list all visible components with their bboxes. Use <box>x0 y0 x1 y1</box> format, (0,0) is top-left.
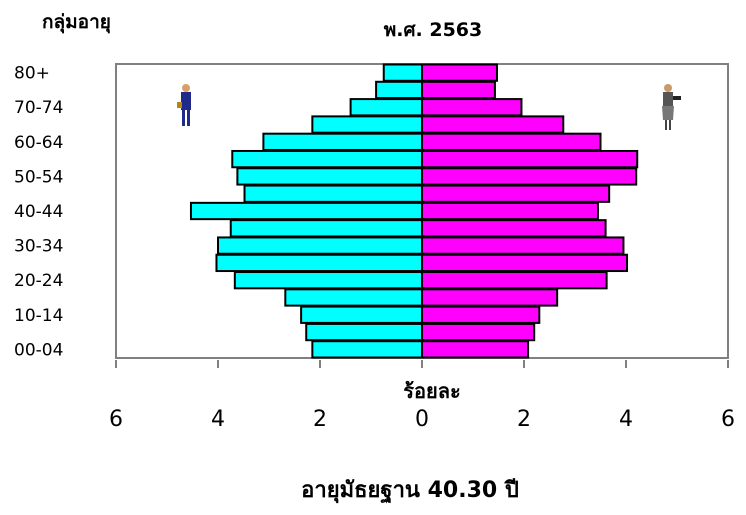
right-bar-00-04 <box>421 340 530 359</box>
right-bar-80+ <box>421 63 498 82</box>
left-bar-15-19 <box>284 288 423 307</box>
right-bar-60-64 <box>421 132 602 151</box>
left-bar-20-24 <box>233 271 423 290</box>
right-bar-45-49 <box>421 184 611 203</box>
y-tick-label: 80+ <box>14 64 50 84</box>
left-bar-25-29 <box>215 253 423 273</box>
left-bar-05-09 <box>305 322 424 342</box>
chart-title: พ.ศ. 2563 <box>384 19 483 41</box>
y-tick-label: 10-14 <box>14 306 63 326</box>
right-bar-05-09 <box>421 322 536 342</box>
left-bar-35-39 <box>229 219 423 238</box>
right-bar-55-59 <box>421 149 639 169</box>
right-bar-40-44 <box>421 201 599 221</box>
right-bar-25-29 <box>421 253 629 273</box>
left-bar-00-04 <box>311 340 424 359</box>
y-axis-title: กลุ่มอายุ <box>42 11 111 34</box>
x-tick-labels: 6 4 2 0 2 4 6 <box>109 360 735 432</box>
businessman-icon <box>177 84 191 126</box>
right-bar-20-24 <box>421 271 608 290</box>
y-tick-label: 50-54 <box>14 167 63 187</box>
left-bar-65-69 <box>311 115 424 134</box>
x-tick-label: 6 <box>109 407 123 432</box>
left-bar-50-54 <box>236 167 423 186</box>
left-bar-70-74 <box>349 98 424 117</box>
right-bar-35-39 <box>421 219 607 238</box>
bars-group <box>189 63 639 359</box>
right-bar-70-74 <box>421 98 523 117</box>
right-bar-75-79 <box>421 80 496 100</box>
y-tick-labels: 00-04 10-14 20-24 30-34 40-44 50-54 60-64 70-74… <box>14 64 63 361</box>
x-tick-label: 6 <box>721 407 735 432</box>
left-bar-45-49 <box>243 184 423 203</box>
left-bar-10-14 <box>300 305 424 324</box>
y-tick-label: 70-74 <box>14 98 63 118</box>
right-bar-10-14 <box>421 305 541 324</box>
y-tick-label: 60-64 <box>14 133 63 153</box>
left-bar-30-34 <box>217 236 423 255</box>
left-bar-55-59 <box>231 149 423 169</box>
right-bar-65-69 <box>421 115 565 134</box>
y-tick-label: 00-04 <box>14 340 63 360</box>
right-bar-15-19 <box>421 288 559 307</box>
businesswoman-icon <box>662 84 681 130</box>
left-bar-60-64 <box>262 132 424 151</box>
x-tick-label: 0 <box>415 407 429 432</box>
y-tick-label: 20-24 <box>14 271 63 291</box>
median-age-label: อายุมัธยฐาน 40.30 ปี <box>301 478 519 504</box>
x-tick-label: 4 <box>619 407 633 432</box>
x-axis-title: ร้อยละ <box>403 379 460 403</box>
right-bar-30-34 <box>421 236 625 255</box>
left-bar-40-44 <box>189 201 423 221</box>
left-bar-80+ <box>382 63 423 82</box>
left-bar-75-79 <box>375 80 424 100</box>
x-tick-label: 4 <box>211 407 225 432</box>
x-tick-label: 2 <box>313 407 327 432</box>
x-tick-label: 2 <box>517 407 531 432</box>
right-bar-50-54 <box>421 167 638 186</box>
y-tick-label: 40-44 <box>14 202 63 222</box>
y-tick-label: 30-34 <box>14 237 63 257</box>
